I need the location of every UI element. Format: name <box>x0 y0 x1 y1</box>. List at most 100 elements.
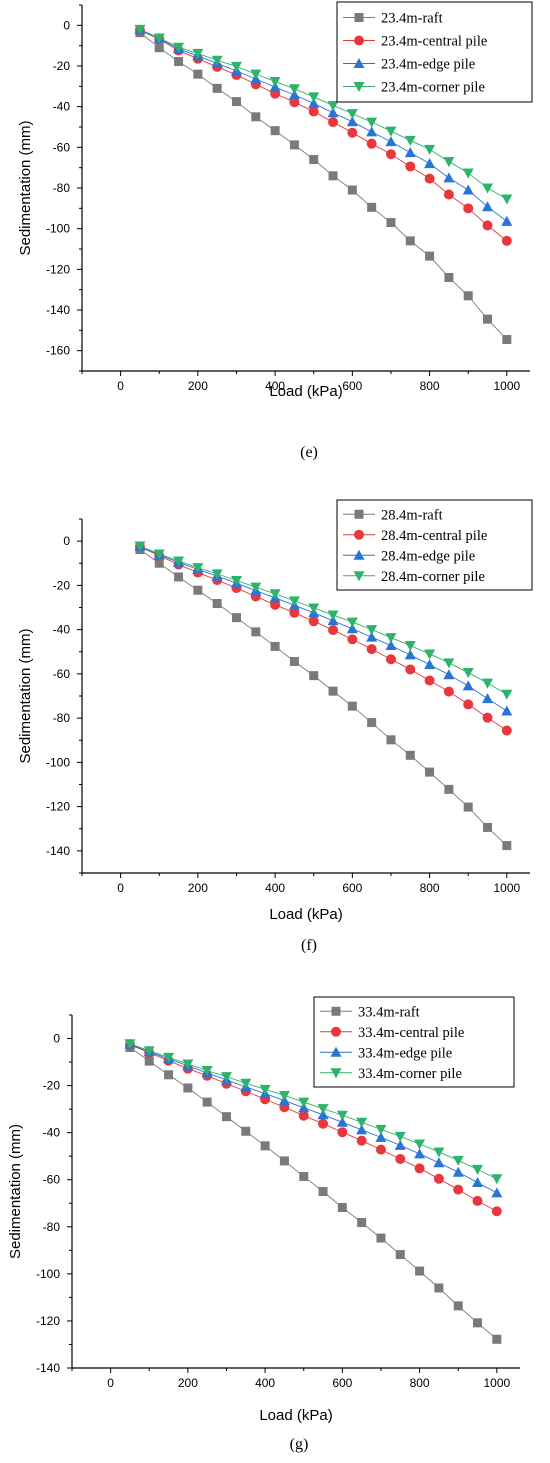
y-tick-label: -60 <box>53 667 71 681</box>
data-point-marker-8 <box>288 84 300 95</box>
data-point-marker-14 <box>405 664 416 675</box>
data-point-marker-3 <box>193 585 203 595</box>
data-point-marker-6 <box>250 69 262 80</box>
x-tick-label: 800 <box>420 881 440 895</box>
data-point-marker-9 <box>299 1171 309 1181</box>
y-axis-title: Sedimentation (mm) <box>7 1124 24 1259</box>
data-point-marker-10 <box>327 610 339 621</box>
data-point-marker-13 <box>385 126 397 137</box>
data-point-marker-7 <box>270 126 280 136</box>
data-point-marker-15 <box>424 675 435 686</box>
data-point-marker-2 <box>173 42 185 53</box>
data-point-marker-12 <box>366 138 377 149</box>
legend: 23.4m-raft 23.4m-central pile 23.4m-edge p… <box>336 1 533 103</box>
legend-label: 33.4m-central pile <box>358 1025 464 1041</box>
data-point-marker-18 <box>473 1318 483 1328</box>
data-point-marker-11 <box>346 109 358 120</box>
y-tick-label: -160 <box>46 344 70 358</box>
data-point-marker-4 <box>202 1097 212 1107</box>
y-tick-label: -120 <box>46 262 70 276</box>
y-tick-label: -140 <box>46 303 70 317</box>
data-point-marker-15 <box>415 1266 425 1276</box>
x-axis-title: Load (kPa) <box>269 383 342 400</box>
data-point-marker-7 <box>260 1141 270 1151</box>
y-tick-label: -120 <box>46 800 70 814</box>
x-tick-label: 400 <box>265 881 285 895</box>
data-point-marker-19 <box>502 841 512 851</box>
y-tick-label: -20 <box>53 59 71 73</box>
x-tick-label: 1000 <box>483 1376 510 1390</box>
data-point-marker-7 <box>270 641 280 651</box>
data-point-marker-18 <box>482 712 493 723</box>
data-point-marker-18 <box>482 183 494 194</box>
data-point-marker-13 <box>386 218 396 228</box>
data-point-marker-14 <box>404 147 416 158</box>
data-point-marker-9 <box>298 1097 310 1108</box>
legend-marker-marker-3 <box>353 82 365 92</box>
data-point-marker-7 <box>259 1084 271 1095</box>
x-tick-label: 1000 <box>493 379 520 393</box>
data-point-marker-1 <box>153 549 165 560</box>
data-point-marker-12 <box>356 1135 367 1146</box>
x-tick-label: 400 <box>255 1376 275 1390</box>
legend-marker-marker-2 <box>353 58 365 68</box>
data-point-marker-5 <box>220 1072 232 1083</box>
y-axis-title: Sedimentation (mm) <box>17 120 34 255</box>
y-tick-label: -40 <box>43 1126 61 1140</box>
data-point-marker-5 <box>231 613 241 623</box>
y-tick-label: 0 <box>53 1032 60 1046</box>
data-point-marker-17 <box>453 1301 463 1311</box>
data-point-marker-5 <box>231 97 241 107</box>
data-point-marker-19 <box>491 1206 502 1217</box>
y-tick-label: -40 <box>53 100 71 114</box>
data-point-marker-11 <box>346 623 358 634</box>
data-point-marker-2 <box>174 57 184 67</box>
data-point-marker-17 <box>463 802 473 812</box>
data-point-marker-17 <box>462 668 474 679</box>
data-point-marker-19 <box>501 194 513 205</box>
y-tick-label: 0 <box>63 18 70 32</box>
data-point-marker-13 <box>386 735 396 745</box>
data-point-marker-8 <box>278 1090 290 1101</box>
data-point-marker-0 <box>124 1039 136 1050</box>
data-point-marker-17 <box>452 1155 464 1166</box>
data-point-marker-12 <box>367 202 377 212</box>
data-point-marker-6 <box>240 1078 252 1089</box>
data-point-marker-15 <box>424 659 436 670</box>
x-tick-label: 800 <box>410 1376 430 1390</box>
y-tick-label: -140 <box>46 844 70 858</box>
legend-marker-marker-3 <box>330 1068 342 1079</box>
data-point-marker-19 <box>501 235 512 246</box>
y-tick-label: -60 <box>43 1173 61 1187</box>
x-tick-label: 0 <box>117 881 124 895</box>
legend-marker-marker-0 <box>331 1006 341 1016</box>
data-point-marker-16 <box>433 1147 445 1158</box>
legend-marker-marker-1 <box>354 35 364 46</box>
data-point-marker-13 <box>376 1233 386 1243</box>
data-point-marker-10 <box>328 171 338 181</box>
y-tick-label: -100 <box>46 222 70 236</box>
legend-label: 33.4m-raft <box>358 1004 420 1020</box>
chart-panel-2: 0 200 400 600 800 1000 0 -20 -40 -60 -80 -100 -120 -1… <box>17 499 533 954</box>
data-point-marker-18 <box>482 201 494 212</box>
legend-label: 23.4m-central pile <box>381 34 487 50</box>
data-point-marker-6 <box>250 582 262 593</box>
data-point-marker-6 <box>251 112 261 122</box>
data-point-marker-14 <box>394 1139 406 1150</box>
legend-box <box>336 499 533 591</box>
data-point-marker-7 <box>270 599 281 610</box>
data-point-marker-10 <box>328 686 338 696</box>
series-28-4m-corner-pile <box>134 541 513 700</box>
data-point-marker-11 <box>346 617 358 628</box>
data-point-marker-8 <box>289 97 300 108</box>
data-point-marker-12 <box>366 625 378 636</box>
data-point-marker-12 <box>357 1218 367 1228</box>
data-point-marker-12 <box>366 117 378 128</box>
data-point-marker-12 <box>356 1117 368 1128</box>
panel-label: (f) <box>301 937 317 954</box>
x-tick-label: 0 <box>107 1376 114 1390</box>
data-point-marker-4 <box>211 569 223 580</box>
legend-marker-marker-1 <box>354 529 364 540</box>
x-axis-title: Load (kPa) <box>269 906 342 923</box>
data-point-marker-17 <box>463 203 474 214</box>
